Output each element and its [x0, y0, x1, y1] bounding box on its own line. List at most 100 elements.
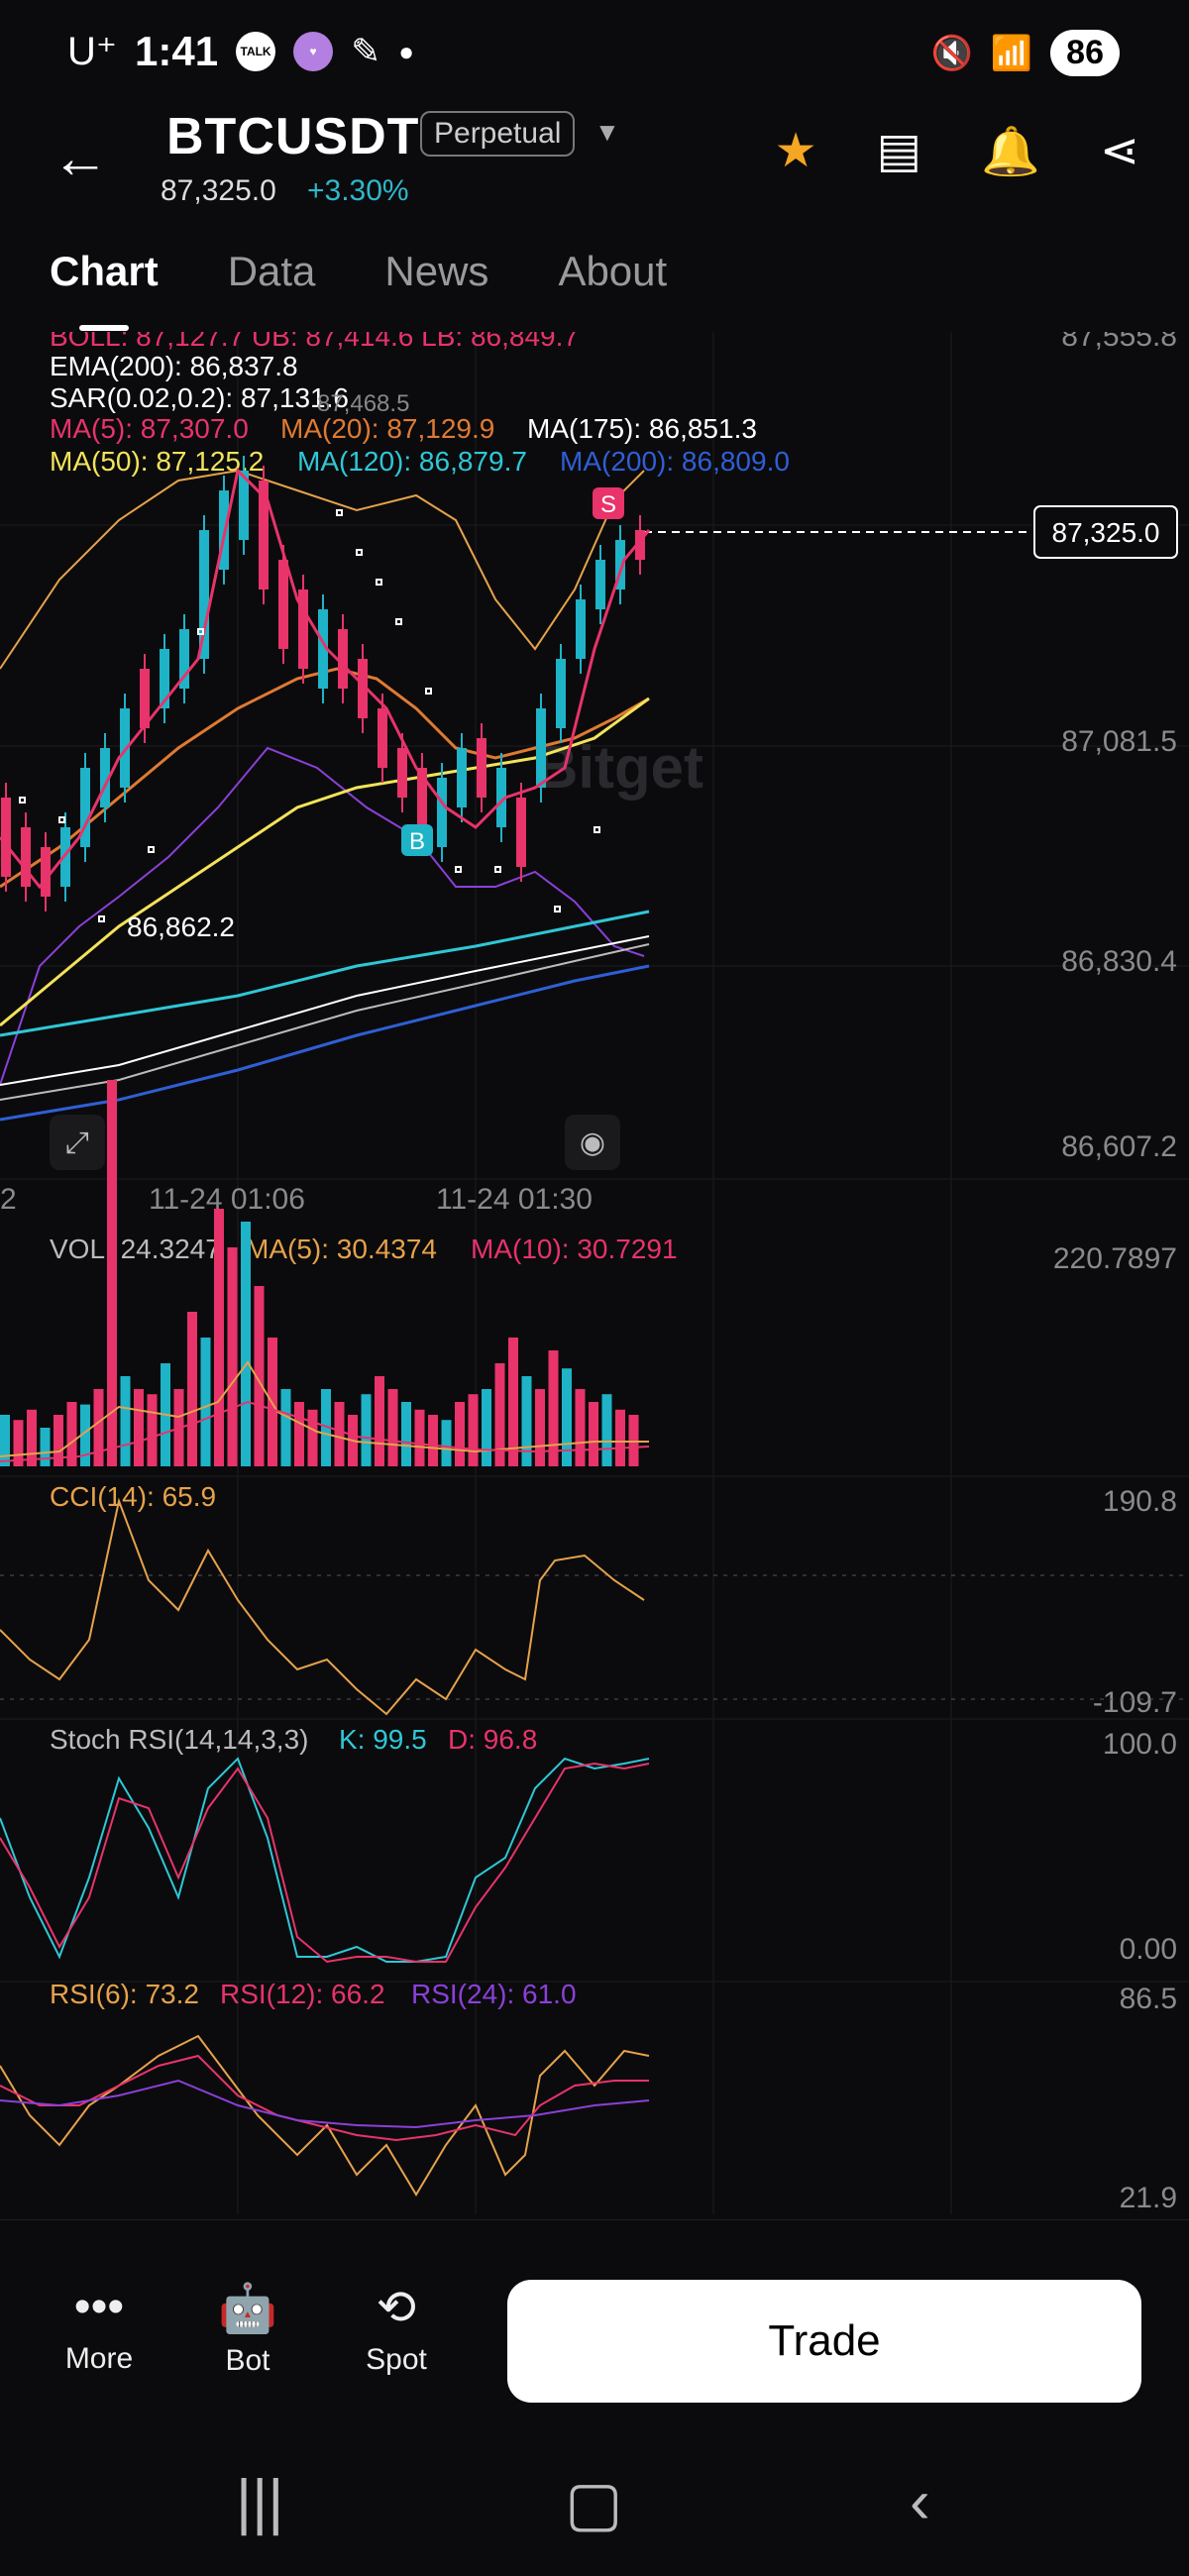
ma200-legend: MA(200): 86,809.0 — [560, 446, 790, 477]
candle-body — [60, 827, 70, 887]
candle-body — [318, 609, 328, 689]
spot-button[interactable]: ⟲ Spot — [327, 2280, 466, 2377]
candle-body — [556, 659, 566, 728]
volume-bar — [227, 1247, 238, 1466]
volume-bar — [401, 1402, 411, 1466]
eye-icon[interactable]: ◉ — [580, 1127, 605, 1159]
rsi12-legend: RSI(12): 66.2 — [220, 1979, 385, 2009]
rsi6-legend: RSI(6): 73.2 — [50, 1979, 199, 2009]
stoch-bottom-label: 0.00 — [1120, 1933, 1177, 1966]
carrier-label: U⁺ — [67, 30, 117, 73]
more-button[interactable]: ••• More — [30, 2280, 168, 2376]
ma20-legend: MA(20): 87,129.9 — [280, 413, 494, 444]
candle-body — [358, 659, 368, 718]
spot-swap-icon: ⟲ — [376, 2282, 417, 2334]
volume-ma10-legend: MA(10): 30.7291 — [471, 1234, 678, 1264]
volume-bar — [334, 1402, 345, 1466]
volume-bar — [80, 1404, 90, 1466]
volume-bar — [27, 1409, 37, 1466]
kline-chart[interactable]: BOLL: 87,127.7 UB: 87,414.6 LB: 86,849.7… — [0, 332, 1189, 2214]
stoch-k-legend: K: 99.5 — [339, 1724, 427, 1755]
price-axis-label: 86,830.4 — [1061, 945, 1177, 978]
boll-legend: BOLL: 87,127.7 UB: 87,414.6 LB: 86,849.7 — [50, 332, 579, 352]
heart-app-icon: ♥ — [293, 32, 334, 71]
status-bar: U⁺ 1:41 TALK ♥ ✎ ● 🔇 📶 86 — [0, 0, 1189, 109]
tab-chart[interactable]: Chart — [50, 248, 159, 294]
notebook-icon[interactable]: ▤ — [876, 125, 922, 177]
home-icon[interactable]: ▢ — [565, 2470, 623, 2538]
volume-bar — [66, 1402, 77, 1466]
volume-bar — [562, 1368, 572, 1466]
bot-button[interactable]: 🤖 Bot — [178, 2280, 317, 2378]
volume-bar — [120, 1376, 131, 1466]
candle-body — [120, 708, 130, 788]
candle-body — [278, 560, 288, 649]
tab-news[interactable]: News — [384, 248, 489, 294]
volume-bar — [441, 1420, 452, 1466]
price-axis-label: 87,081.5 — [1061, 725, 1177, 758]
candle-body — [199, 530, 209, 659]
volume-bar — [107, 1080, 117, 1466]
trade-button[interactable]: Trade — [507, 2280, 1141, 2403]
tab-about[interactable]: About — [558, 248, 668, 294]
volume-bar — [387, 1389, 398, 1466]
contract-type-badge[interactable]: Perpetual — [420, 111, 576, 157]
candle-body — [477, 738, 486, 798]
candle-body — [417, 768, 427, 837]
volume-bar — [187, 1312, 197, 1466]
candle-body — [615, 540, 625, 590]
candle-body — [298, 590, 308, 669]
volume-bar — [494, 1363, 505, 1466]
recent-apps-icon[interactable]: ||| — [236, 2468, 284, 2536]
volume-bar — [93, 1389, 104, 1466]
wifi-icon: 📶 — [990, 34, 1033, 72]
candle-body — [338, 629, 348, 689]
sell-signal-marker[interactable]: S — [600, 491, 616, 518]
tab-bar: Chart Data News About — [50, 248, 667, 295]
volume-bar — [134, 1389, 144, 1466]
candle-body — [457, 748, 467, 807]
volume-bar — [200, 1338, 211, 1466]
symbol-title[interactable]: BTCUSDT — [166, 108, 420, 165]
time-axis-label: 11-24 01:30 — [436, 1183, 593, 1216]
last-price: 87,325.0 — [161, 174, 276, 207]
tab-data[interactable]: Data — [227, 248, 316, 294]
session-low-label: 86,862.2 — [127, 912, 235, 942]
system-nav-bar: ||| ▢ ‹ — [0, 2447, 1189, 2576]
battery-indicator: 86 — [1050, 30, 1120, 76]
fullscreen-expand-icon[interactable]: ⤢ — [65, 1127, 89, 1159]
candle-body — [635, 530, 645, 560]
volume-bar — [601, 1394, 612, 1466]
candle-body — [21, 827, 31, 887]
candle-body — [80, 768, 90, 847]
sar-legend: SAR(0.02,0.2): 87,131.6 — [50, 382, 349, 413]
volume-bar — [241, 1222, 251, 1466]
sar-mark-label: 87,468.5 — [317, 390, 409, 417]
header: ← BTCUSDT Perpetual ▼ 87,325.0 +3.30% ★ … — [0, 99, 1189, 218]
current-price-tag: 87,325.0 — [1052, 517, 1160, 548]
volume-bar — [294, 1402, 304, 1466]
favorite-star-icon[interactable]: ★ — [774, 125, 817, 177]
candle-body — [576, 599, 586, 659]
caret-down-icon[interactable]: ▼ — [594, 117, 620, 147]
ma5-legend: MA(5): 87,307.0 — [50, 413, 249, 444]
share-icon[interactable]: ⋖ — [1099, 125, 1139, 177]
price-alert-bell-icon[interactable]: 🔔 — [981, 126, 1040, 178]
rsi24-legend: RSI(24): 61.0 — [411, 1979, 577, 2009]
volume-bar — [13, 1420, 24, 1466]
change-percent: +3.30% — [307, 174, 409, 207]
time-axis-label: 11-24 01:06 — [149, 1183, 305, 1216]
volume-bar — [214, 1209, 224, 1466]
candle-body — [160, 649, 169, 708]
candle-body — [41, 847, 51, 897]
buy-signal-marker[interactable]: B — [409, 828, 425, 855]
volume-bar — [254, 1286, 265, 1466]
volume-bar — [361, 1394, 372, 1466]
back-arrow-icon[interactable]: ← — [52, 126, 109, 190]
stoch-rsi-legend: Stoch RSI(14,14,3,3) — [50, 1724, 308, 1755]
candle-body — [397, 748, 407, 798]
candle-body — [239, 471, 249, 540]
nav-back-icon[interactable]: ‹ — [910, 2468, 930, 2536]
candle-body — [100, 748, 110, 807]
cci-top-label: 190.8 — [1103, 1485, 1177, 1518]
